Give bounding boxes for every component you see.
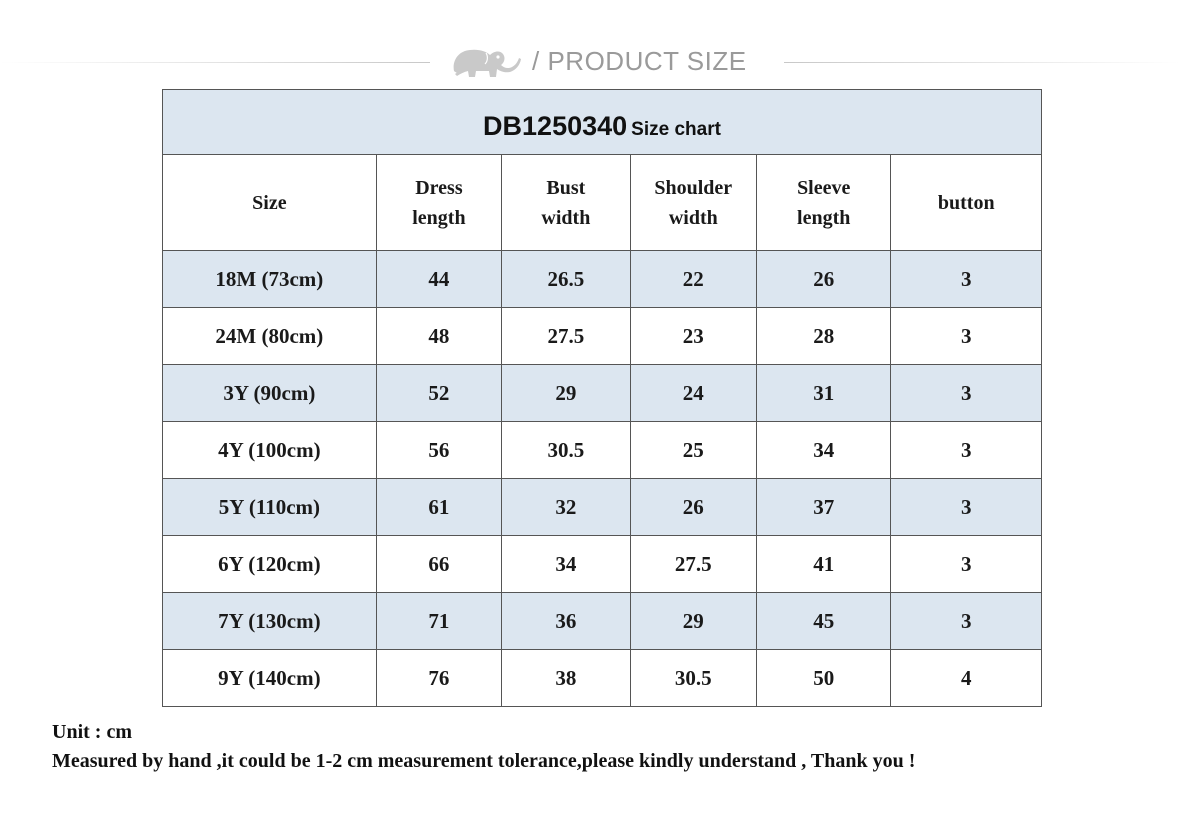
cell-dress-length: 52 [375, 364, 503, 422]
size-table: Size Dress length Bust width Shoulder wi… [162, 154, 1042, 707]
cell-bust-width: 32 [501, 478, 631, 536]
elephant-icon [453, 49, 521, 77]
header-divider-left [0, 62, 430, 63]
table-row: 6Y (120cm) 66 34 27.5 41 3 [162, 535, 1042, 593]
cell-bust-width: 27.5 [501, 307, 631, 365]
table-row: 18M (73cm) 44 26.5 22 26 3 [162, 250, 1042, 308]
cell-sleeve-length: 31 [755, 364, 892, 422]
cell-dress-length: 56 [375, 421, 503, 479]
column-header-sleeve-length: Sleeve length [755, 154, 892, 251]
cell-button: 3 [890, 421, 1042, 479]
size-chart: DB1250340 Size chart Size Dress length B… [162, 89, 1042, 707]
table-row: 5Y (110cm) 61 32 26 37 3 [162, 478, 1042, 536]
cell-shoulder-width: 27.5 [629, 535, 758, 593]
table-header-row: Size Dress length Bust width Shoulder wi… [162, 154, 1042, 251]
cell-size: 7Y (130cm) [162, 592, 377, 650]
cell-size: 4Y (100cm) [162, 421, 377, 479]
cell-shoulder-width: 22 [629, 250, 758, 308]
cell-size: 3Y (90cm) [162, 364, 377, 422]
table-row: 9Y (140cm) 76 38 30.5 50 4 [162, 649, 1042, 707]
column-header-shoulder-width: Shoulder width [629, 154, 758, 251]
cell-sleeve-length: 26 [755, 250, 892, 308]
cell-shoulder-width: 23 [629, 307, 758, 365]
cell-dress-length: 48 [375, 307, 503, 365]
cell-bust-width: 30.5 [501, 421, 631, 479]
cell-button: 3 [890, 478, 1042, 536]
size-chart-label: Size chart [631, 119, 721, 140]
cell-button: 3 [890, 592, 1042, 650]
cell-shoulder-width: 30.5 [629, 649, 758, 707]
cell-dress-length: 71 [375, 592, 503, 650]
cell-dress-length: 76 [375, 649, 503, 707]
column-header-dress-length: Dress length [375, 154, 503, 251]
cell-dress-length: 61 [375, 478, 503, 536]
cell-shoulder-width: 29 [629, 592, 758, 650]
cell-dress-length: 66 [375, 535, 503, 593]
cell-bust-width: 38 [501, 649, 631, 707]
cell-button: 3 [890, 307, 1042, 365]
cell-sleeve-length: 41 [755, 535, 892, 593]
cell-size: 6Y (120cm) [162, 535, 377, 593]
section-title: / PRODUCT SIZE [532, 46, 747, 76]
size-chart-caption: DB1250340 Size chart [162, 89, 1042, 154]
cell-shoulder-width: 24 [629, 364, 758, 422]
table-row: 4Y (100cm) 56 30.5 25 34 3 [162, 421, 1042, 479]
table-row: 3Y (90cm) 52 29 24 31 3 [162, 364, 1042, 422]
cell-sleeve-length: 50 [755, 649, 892, 707]
cell-size: 5Y (110cm) [162, 478, 377, 536]
column-header-bust-width: Bust width [501, 154, 631, 251]
table-row: 7Y (130cm) 71 36 29 45 3 [162, 592, 1042, 650]
cell-button: 3 [890, 250, 1042, 308]
cell-sleeve-length: 37 [755, 478, 892, 536]
section-header: / PRODUCT SIZE [0, 38, 1180, 86]
cell-bust-width: 26.5 [501, 250, 631, 308]
cell-sleeve-length: 45 [755, 592, 892, 650]
cell-bust-width: 29 [501, 364, 631, 422]
cell-sleeve-length: 34 [755, 421, 892, 479]
product-code: DB1250340 [483, 111, 628, 141]
cell-shoulder-width: 26 [629, 478, 758, 536]
cell-size: 18M (73cm) [162, 250, 377, 308]
cell-dress-length: 44 [375, 250, 503, 308]
column-header-button: button [890, 154, 1042, 251]
cell-sleeve-length: 28 [755, 307, 892, 365]
measurement-note: Measured by hand ,it could be 1-2 cm mea… [52, 750, 916, 772]
cell-size: 24M (80cm) [162, 307, 377, 365]
table-row: 24M (80cm) 48 27.5 23 28 3 [162, 307, 1042, 365]
cell-button: 3 [890, 535, 1042, 593]
cell-bust-width: 36 [501, 592, 631, 650]
unit-note: Unit : cm [52, 721, 132, 743]
cell-size: 9Y (140cm) [162, 649, 377, 707]
cell-bust-width: 34 [501, 535, 631, 593]
cell-button: 3 [890, 364, 1042, 422]
cell-shoulder-width: 25 [629, 421, 758, 479]
cell-button: 4 [890, 649, 1042, 707]
header-divider-right [784, 62, 1180, 63]
column-header-size: Size [162, 154, 377, 251]
